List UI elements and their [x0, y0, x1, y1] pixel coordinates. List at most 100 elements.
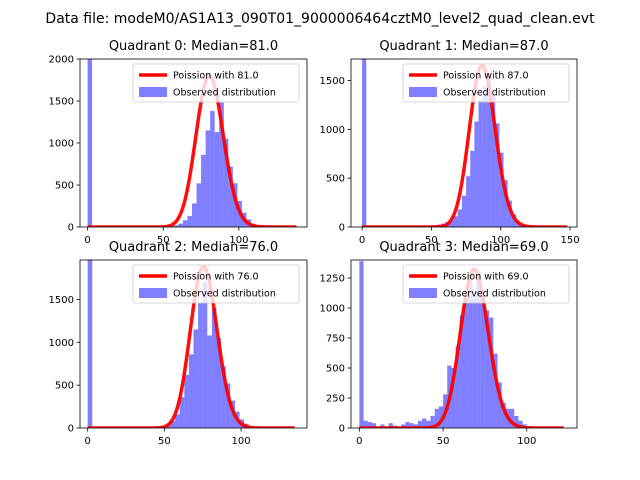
y-tick-label: 2000: [49, 55, 74, 66]
histogram-bar: [470, 150, 475, 227]
histogram-bar: [409, 423, 414, 428]
x-tick-label: 0: [359, 235, 365, 246]
histogram-bar: [493, 353, 498, 428]
histogram-bar: [417, 420, 423, 428]
histogram-bar: [495, 123, 500, 227]
y-tick-label: 1250: [320, 274, 345, 285]
x-tick-label: 150: [561, 235, 580, 246]
legend-box: [402, 63, 570, 103]
histogram-bar: [363, 420, 368, 428]
histogram-bar: [367, 422, 372, 428]
histogram-bar: [476, 272, 481, 428]
y-tick-label: 0: [68, 223, 74, 234]
histogram-bar: [507, 200, 512, 227]
histogram-bar: [87, 59, 93, 227]
histogram-bar: [211, 308, 217, 428]
axes-frame: [350, 58, 578, 228]
chart-title: Quadrant 0: Median=81.0: [109, 39, 278, 54]
histogram-bar: [468, 278, 473, 428]
y-tick-label: 500: [326, 364, 345, 375]
y-tick-label: 1500: [49, 97, 74, 108]
histogram-bar: [191, 203, 197, 227]
histogram-bar: [466, 176, 471, 227]
legend-label: Poission with 87.0: [443, 71, 529, 82]
histogram-bar: [178, 223, 183, 227]
y-tick-label: 500: [326, 174, 345, 185]
histogram-bar: [188, 354, 194, 428]
x-tick-label: 50: [158, 436, 171, 447]
histogram-bar: [371, 423, 377, 428]
y-tick-label: 1500: [49, 295, 74, 306]
histogram-bar: [182, 220, 188, 227]
legend-bar-swatch: [139, 87, 167, 97]
histogram-bar: [497, 382, 502, 428]
histogram-bar: [455, 346, 460, 428]
x-tick-label: 0: [84, 235, 90, 246]
histogram-bar: [438, 406, 444, 428]
histogram-bar: [359, 261, 364, 428]
y-tick-label: 1000: [320, 125, 345, 136]
plot-area: [358, 261, 565, 428]
histogram-bar: [459, 315, 464, 428]
axes-frame: [79, 259, 308, 429]
histogram-bar: [198, 302, 203, 428]
histogram-bar: [362, 59, 367, 227]
x-tick-label: 100: [491, 235, 510, 246]
histogram-bar: [232, 183, 238, 227]
histogram-bar: [221, 366, 226, 428]
histogram-bar: [422, 418, 427, 428]
x-tick-label: 50: [425, 235, 438, 246]
histogram-bar: [173, 225, 179, 227]
histogram-bar: [380, 424, 385, 428]
histogram-bar: [216, 338, 222, 428]
histogram-bar: [501, 402, 506, 428]
legend-bar-swatch: [409, 288, 437, 298]
y-tick-label: 0: [68, 424, 74, 435]
histogram-bar: [472, 298, 477, 428]
legend-label: Observed distribution: [173, 88, 276, 99]
y-tick-label: 0: [339, 223, 345, 234]
histogram-bar: [430, 416, 435, 428]
y-tick-label: 250: [326, 394, 345, 405]
histogram-bar: [510, 408, 515, 428]
histogram-bar: [486, 78, 492, 227]
histogram-bar: [478, 100, 483, 227]
histogram-bar: [451, 368, 456, 428]
histogram-bar: [210, 111, 215, 227]
plot-area: [361, 59, 569, 227]
histogram-bar: [461, 195, 467, 227]
histogram-bar: [207, 335, 212, 428]
histogram-bar: [388, 423, 393, 428]
histogram-bar: [196, 183, 202, 227]
y-tick-label: 500: [55, 381, 74, 392]
histogram-bar: [514, 416, 519, 428]
histogram-bar: [87, 260, 93, 428]
legend-label: Poission with 76.0: [173, 272, 259, 283]
histogram-bar: [480, 290, 485, 428]
histogram-bar: [434, 408, 439, 428]
histogram-bar: [511, 214, 516, 227]
histogram-bar: [225, 383, 231, 428]
legend-label: Poission with 81.0: [173, 71, 259, 82]
y-tick-label: 1000: [49, 338, 74, 349]
chart-title: Quadrant 2: Median=76.0: [109, 240, 278, 255]
histogram-bar: [201, 154, 206, 227]
histogram-bar: [228, 166, 233, 227]
y-tick-label: 750: [326, 334, 345, 345]
histogram-bar: [474, 121, 479, 227]
legend-bar-swatch: [139, 288, 167, 298]
histogram-bar: [175, 414, 180, 428]
histogram-bar: [453, 216, 458, 227]
histogram-bar: [499, 152, 504, 227]
histogram-bar: [202, 282, 208, 428]
x-tick-label: 50: [157, 235, 170, 246]
x-tick-label: 100: [232, 436, 251, 447]
chart-title: Quadrant 1: Median=87.0: [379, 39, 548, 54]
histogram-bar: [484, 310, 490, 428]
figure-suptitle: Data file: modeM0/AS1A13_090T01_90000064…: [45, 11, 595, 27]
histogram-bar: [503, 180, 508, 227]
histogram-bar: [482, 86, 487, 227]
